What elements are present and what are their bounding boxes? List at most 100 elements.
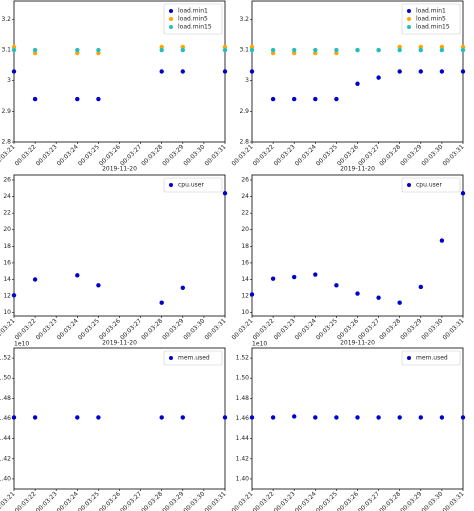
x-tick-label: 00:03:29: [161, 490, 185, 511]
point: [355, 291, 360, 296]
point: [334, 50, 339, 56]
point: [439, 415, 445, 420]
x-tick-label: 00:03:26: [98, 143, 122, 167]
point: [270, 276, 276, 281]
point: [376, 415, 381, 420]
x-tick-label: 00:03:22: [252, 490, 276, 511]
x-tick-label: 00:03:30: [420, 490, 444, 511]
x-tick-label: 00:03:28: [140, 317, 164, 341]
y-tick-label: 26: [3, 176, 11, 183]
point: [292, 274, 297, 280]
point: [159, 415, 164, 420]
point: [460, 415, 466, 420]
legend-marker: [169, 17, 173, 21]
point: [292, 50, 297, 56]
offset-label: 1e10: [14, 341, 29, 348]
y-tick-label: 1.42: [236, 455, 250, 462]
x-tick-label: 00:03:24: [56, 317, 80, 341]
x-tick-label: 00:03:23: [273, 143, 297, 167]
point: [75, 415, 80, 420]
point: [313, 272, 318, 277]
y-tick-label: 1.46: [236, 415, 250, 422]
point: [222, 191, 228, 196]
x-tick-label: 00:03:27: [119, 317, 143, 341]
point: [292, 96, 297, 102]
point: [460, 47, 466, 53]
y-tick-label: 3.2: [239, 16, 249, 23]
x-tick-label: 00:03:22: [14, 317, 38, 341]
point: [460, 69, 466, 74]
x-tick-label: 00:03:31: [441, 490, 465, 511]
point: [32, 277, 38, 282]
point: [11, 415, 17, 420]
point: [222, 69, 228, 74]
x-tick-label: 00:03:23: [273, 490, 297, 511]
point: [96, 50, 101, 56]
x-tick-label: 00:03:28: [378, 143, 402, 167]
legend-label: cpu.user: [178, 182, 204, 189]
y-tick-label: 14: [241, 276, 249, 283]
legend-box: [163, 3, 223, 35]
point: [270, 47, 276, 53]
x-tick-label: 00:03:24: [294, 490, 318, 511]
panel: 1.401.421.441.461.481.501.5200:03:2100:0…: [0, 341, 228, 511]
x-tick-label: 00:03:27: [357, 317, 381, 341]
y-tick-label: 1.48: [236, 395, 250, 402]
point: [418, 284, 423, 290]
point: [334, 96, 339, 102]
point: [270, 415, 276, 420]
y-tick-label: 10: [241, 309, 249, 316]
y-tick-label: 1.52: [0, 355, 11, 362]
point: [96, 47, 101, 53]
point: [270, 50, 276, 56]
x-tick-label: 00:03:27: [357, 143, 381, 167]
point: [249, 69, 255, 74]
y-tick-label: 14: [3, 276, 11, 283]
x-tick-label: 00:03:26: [98, 317, 122, 341]
point: [180, 69, 185, 74]
x-tick-label: 00:03:31: [441, 143, 465, 167]
point: [418, 415, 423, 420]
y-tick-label: 24: [241, 193, 249, 200]
x-tick-label: 00:03:28: [140, 143, 164, 167]
point: [180, 44, 185, 50]
x-axis-label: 2019-11-20: [340, 166, 375, 173]
y-tick-label: 1.52: [236, 355, 250, 362]
y-tick-label: 1.40: [0, 475, 11, 482]
x-tick-label: 00:03:21: [230, 490, 254, 511]
y-tick-label: 3.1: [1, 47, 11, 54]
point: [460, 44, 466, 50]
x-tick-label: 00:03:24: [56, 143, 80, 167]
point: [355, 47, 360, 53]
y-tick-label: 1.44: [0, 435, 11, 442]
point: [75, 96, 80, 102]
legend-marker: [407, 9, 411, 13]
x-tick-label: 00:03:30: [182, 143, 206, 167]
point: [222, 44, 228, 50]
legend-box: [163, 350, 223, 366]
legend-marker: [407, 183, 411, 187]
x-tick-label: 00:03:30: [182, 490, 206, 511]
point: [75, 273, 80, 278]
y-tick-label: 2.9: [239, 108, 249, 115]
point: [355, 81, 360, 86]
point: [249, 47, 255, 53]
point: [180, 415, 185, 420]
y-tick-label: 26: [241, 176, 249, 183]
y-tick-label: 1.50: [0, 375, 11, 382]
y-tick-label: 24: [3, 193, 11, 200]
x-tick-label: 00:03:31: [203, 490, 227, 511]
y-tick-label: 1.48: [0, 395, 11, 402]
point: [334, 283, 339, 288]
legend-box: [401, 177, 461, 193]
legend-marker: [169, 9, 173, 13]
point: [397, 69, 402, 74]
point: [376, 47, 381, 53]
x-tick-label: 00:03:28: [378, 490, 402, 511]
point: [334, 415, 339, 420]
point: [313, 96, 318, 102]
x-tick-label: 00:03:28: [378, 317, 402, 341]
x-tick-label: 00:03:21: [230, 143, 254, 167]
legend-label: load.min1: [416, 8, 446, 15]
x-tick-label: 00:03:25: [77, 490, 101, 511]
